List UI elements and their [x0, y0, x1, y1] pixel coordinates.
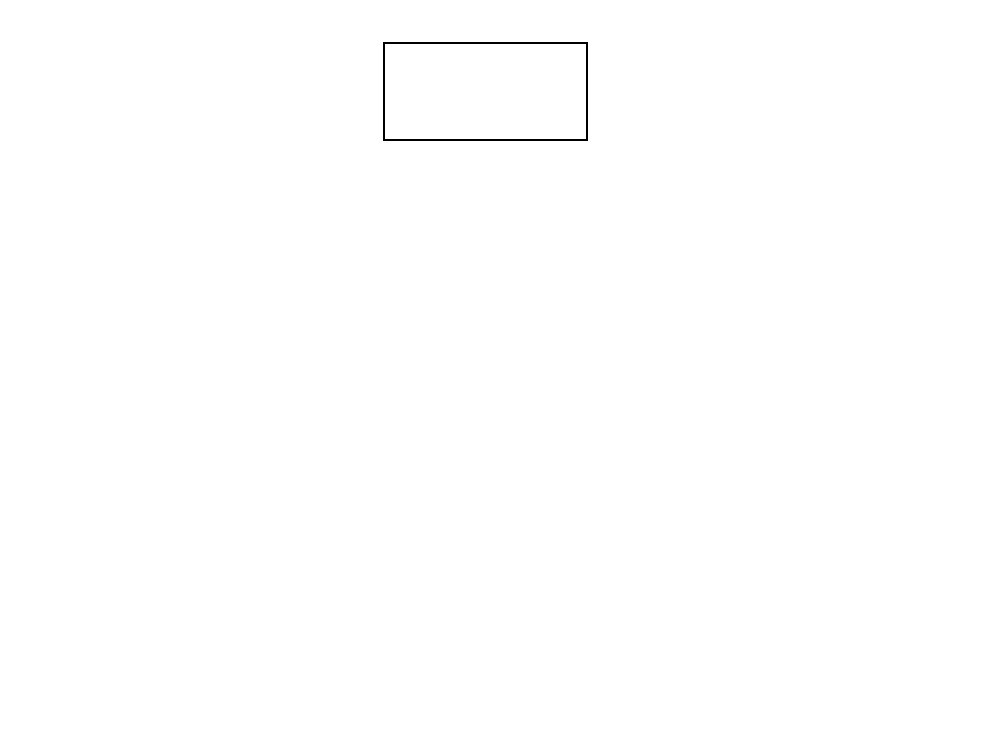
- legend: [383, 42, 588, 141]
